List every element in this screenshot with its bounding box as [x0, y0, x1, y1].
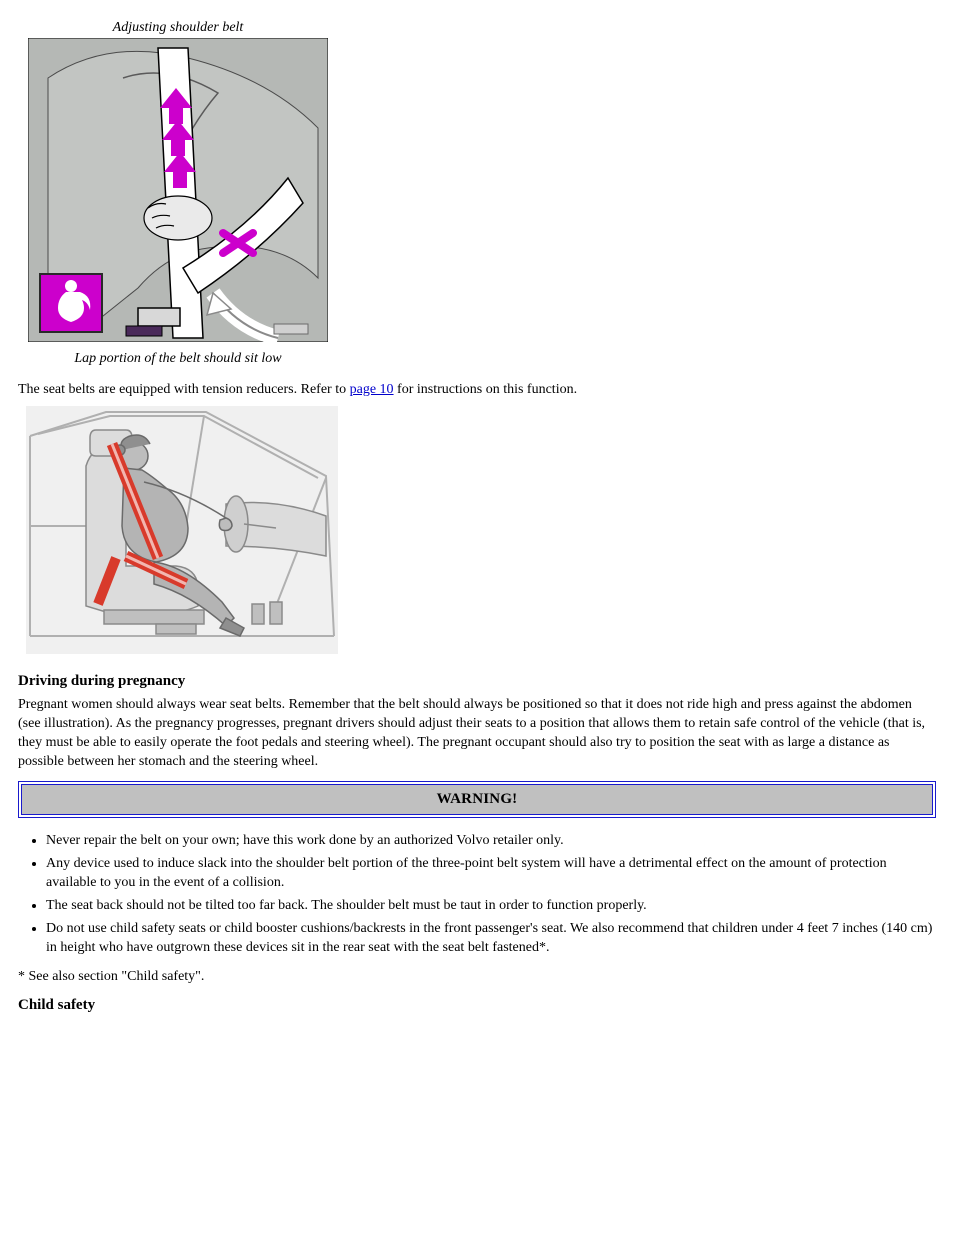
warning-box: WARNING!	[18, 781, 936, 818]
pregnancy-paragraph: Pregnant women should always wear seat b…	[18, 696, 936, 772]
para1-text-b: for instructions on this function.	[394, 382, 578, 397]
warning-label: WARNING!	[22, 785, 932, 814]
figure1-illustration	[28, 38, 328, 347]
figure1-caption-top: Adjusting shoulder belt	[28, 20, 328, 36]
seatbelt-adjust-diagram	[28, 38, 328, 342]
figure1-caption-bottom: Lap portion of the belt should sit low	[28, 351, 328, 367]
para1-text-a: The seat belts are equipped with tension…	[18, 382, 350, 397]
document-page: Adjusting shoulder belt	[0, 0, 954, 1235]
list-item: Any device used to induce slack into the…	[46, 855, 936, 893]
child-safety-heading: Child safety	[18, 997, 936, 1014]
list-item: The seat back should not be tilted too f…	[46, 897, 936, 916]
pregnant-icon	[40, 274, 102, 332]
list-item: Do not use child safety seats or child b…	[46, 920, 936, 958]
pregnancy-heading: Driving during pregnancy	[18, 673, 936, 690]
figure2-illustration	[26, 406, 936, 659]
tension-reducer-note: The seat belts are equipped with tension…	[18, 381, 936, 400]
pregnant-driver-diagram	[26, 406, 338, 654]
page-ref-link[interactable]: page 10	[350, 382, 394, 397]
footnote: * See also section "Child safety".	[18, 968, 936, 987]
warning-bullets: Never repair the belt on your own; have …	[18, 832, 936, 957]
list-item: Never repair the belt on your own; have …	[46, 832, 936, 851]
